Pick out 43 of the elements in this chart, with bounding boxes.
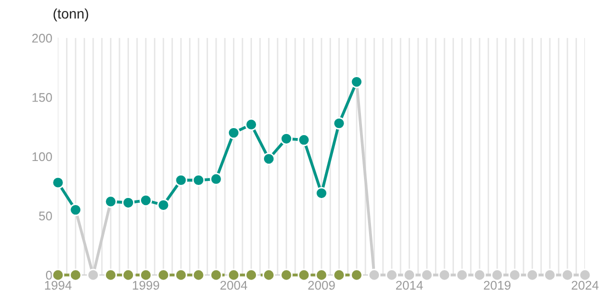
point <box>122 268 135 282</box>
point <box>140 268 152 282</box>
y-tick-label: 200 <box>32 34 52 43</box>
point <box>508 268 521 282</box>
x-tick-label: 2014 <box>396 280 423 290</box>
point <box>368 268 380 282</box>
point <box>210 268 222 282</box>
point <box>490 268 504 282</box>
point <box>86 268 100 282</box>
x-tick-label: 2004 <box>220 280 248 290</box>
point <box>157 268 170 282</box>
y-tick-label: 150 <box>32 93 52 102</box>
x-tick-label: 2024 <box>572 280 599 290</box>
point <box>526 268 539 282</box>
y-axis-title: (tonn) <box>54 8 88 22</box>
point <box>104 268 117 282</box>
point <box>315 268 328 282</box>
point <box>578 268 592 282</box>
point <box>438 268 451 282</box>
point <box>244 268 258 282</box>
point <box>544 268 556 282</box>
point <box>386 268 398 282</box>
point <box>174 268 188 282</box>
x-tick-label: 2009 <box>308 280 335 290</box>
y-tick-label: 50 <box>39 212 52 220</box>
point <box>420 268 434 282</box>
point <box>69 268 82 282</box>
point <box>298 268 310 282</box>
point <box>192 268 205 282</box>
x-tick-label: 2019 <box>484 280 510 290</box>
point <box>332 268 346 282</box>
y-tick-label: 100 <box>32 152 52 162</box>
point <box>227 268 240 282</box>
point <box>403 268 416 282</box>
point <box>561 268 574 282</box>
x-tick-label: 1994 <box>45 280 72 290</box>
point <box>473 268 486 282</box>
x-tick-label: 1999 <box>132 280 160 290</box>
y-tick-label: 0 <box>46 270 52 280</box>
point <box>280 268 293 282</box>
point <box>350 268 363 282</box>
point <box>456 268 468 282</box>
point <box>262 268 276 282</box>
